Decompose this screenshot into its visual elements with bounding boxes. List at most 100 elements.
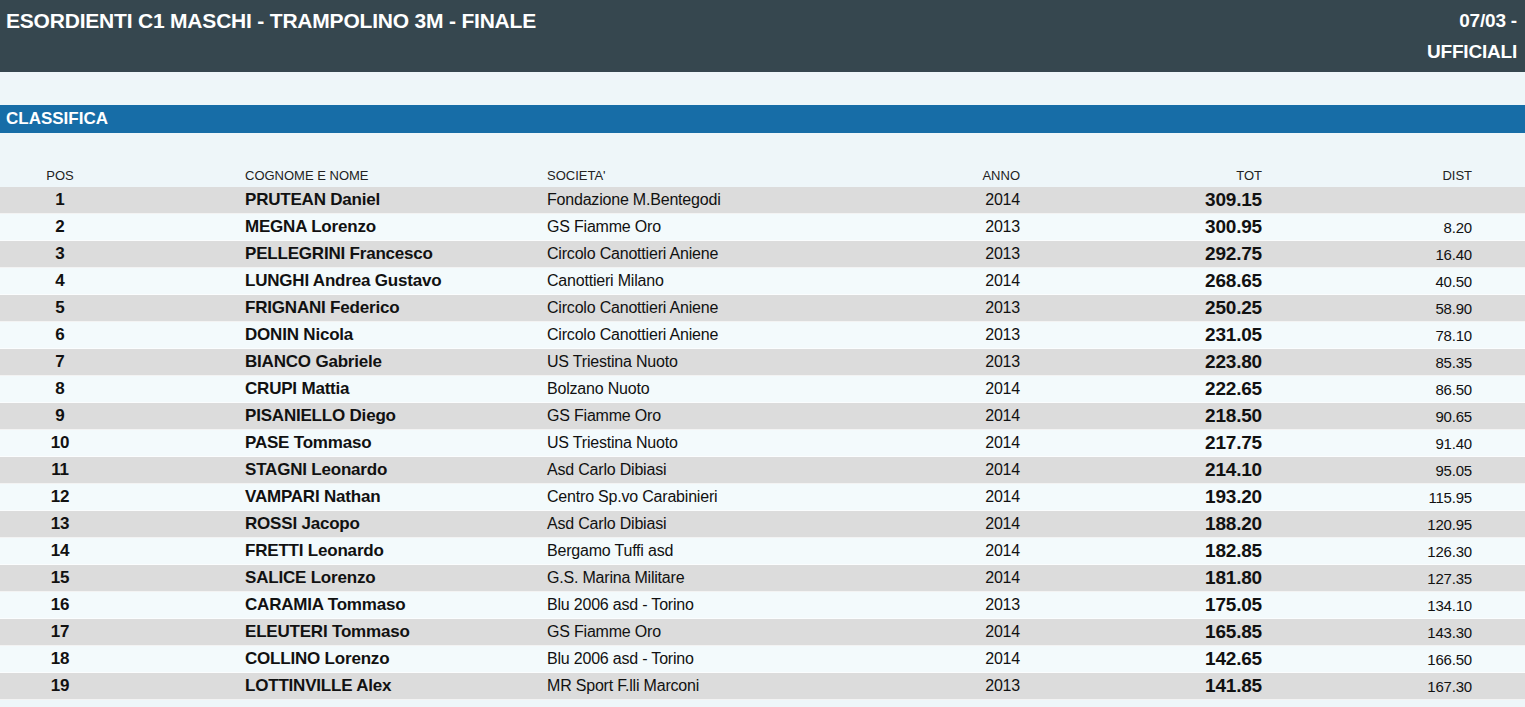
cell-tot: 231.05 [1020, 324, 1262, 346]
cell-pos: 15 [0, 568, 120, 588]
cell-tot: 214.10 [1020, 459, 1262, 481]
cell-year: 2014 [930, 191, 1020, 209]
cell-tot: 142.65 [1020, 648, 1262, 670]
cell-dist: 143.30 [1262, 624, 1472, 641]
cell-year: 2014 [930, 623, 1020, 641]
cell-name: PISANIELLO Diego [120, 406, 547, 426]
results-status: UFFICIALI [1427, 36, 1517, 67]
cell-name: LUNGHI Andrea Gustavo [120, 271, 547, 291]
table-header-row: POS COGNOME E NOME SOCIETA' ANNO TOT DIS… [0, 133, 1525, 187]
col-header-club: SOCIETA' [547, 168, 930, 183]
event-header: ESORDIENTI C1 MASCHI - TRAMPOLINO 3M - F… [0, 0, 1525, 72]
cell-year: 2013 [930, 245, 1020, 263]
cell-tot: 182.85 [1020, 540, 1262, 562]
cell-club: GS Fiamme Oro [547, 218, 930, 236]
cell-pos: 10 [0, 433, 120, 453]
col-header-year: ANNO [930, 168, 1020, 183]
table-row: 15 SALICE Lorenzo G.S. Marina Militare 2… [0, 565, 1525, 592]
cell-dist: 86.50 [1262, 381, 1472, 398]
cell-club: Blu 2006 asd - Torino [547, 650, 930, 668]
section-bar: CLASSIFICA [0, 105, 1525, 133]
cell-name: VAMPARI Nathan [120, 487, 547, 507]
cell-year: 2013 [930, 353, 1020, 371]
header-spacer [0, 72, 1525, 105]
table-row: 7 BIANCO Gabriele US Triestina Nuoto 201… [0, 349, 1525, 376]
cell-name: MEGNA Lorenzo [120, 217, 547, 237]
cell-dist: 120.95 [1262, 516, 1472, 533]
cell-club: Asd Carlo Dibiasi [547, 515, 930, 533]
cell-club: Canottieri Milano [547, 272, 930, 290]
table-row: 3 PELLEGRINI Francesco Circolo Canottier… [0, 241, 1525, 268]
cell-club: GS Fiamme Oro [547, 407, 930, 425]
cell-name: LOTTINVILLE Alex [120, 676, 547, 696]
cell-club: G.S. Marina Militare [547, 569, 930, 587]
cell-club: Circolo Canottieri Aniene [547, 245, 930, 263]
cell-pos: 11 [0, 460, 120, 480]
table-row: 10 PASE Tommaso US Triestina Nuoto 2014 … [0, 430, 1525, 457]
cell-pos: 7 [0, 352, 120, 372]
table-body: 1 PRUTEAN Daniel Fondazione M.Bentegodi … [0, 187, 1525, 700]
cell-pos: 18 [0, 649, 120, 669]
table-row: 9 PISANIELLO Diego GS Fiamme Oro 2014 21… [0, 403, 1525, 430]
cell-name: PELLEGRINI Francesco [120, 244, 547, 264]
table-row: 11 STAGNI Leonardo Asd Carlo Dibiasi 201… [0, 457, 1525, 484]
cell-year: 2014 [930, 461, 1020, 479]
cell-club: Bolzano Nuoto [547, 380, 930, 398]
cell-pos: 5 [0, 298, 120, 318]
cell-dist: 16.40 [1262, 246, 1472, 263]
cell-pos: 16 [0, 595, 120, 615]
cell-tot: 292.75 [1020, 243, 1262, 265]
cell-pos: 17 [0, 622, 120, 642]
cell-pos: 19 [0, 676, 120, 696]
cell-year: 2014 [930, 569, 1020, 587]
table-row: 1 PRUTEAN Daniel Fondazione M.Bentegodi … [0, 187, 1525, 214]
cell-tot: 188.20 [1020, 513, 1262, 535]
cell-club: Blu 2006 asd - Torino [547, 596, 930, 614]
col-header-dist: DIST [1262, 168, 1472, 183]
table-row: 12 VAMPARI Nathan Centro Sp.vo Carabinie… [0, 484, 1525, 511]
cell-tot: 268.65 [1020, 270, 1262, 292]
cell-club: Fondazione M.Bentegodi [547, 191, 930, 209]
cell-name: PRUTEAN Daniel [120, 190, 547, 210]
cell-name: PASE Tommaso [120, 433, 547, 453]
cell-name: ELEUTERI Tommaso [120, 622, 547, 642]
cell-dist: 95.05 [1262, 462, 1472, 479]
table-row: 18 COLLINO Lorenzo Blu 2006 asd - Torino… [0, 646, 1525, 673]
cell-name: DONIN Nicola [120, 325, 547, 345]
cell-name: CARAMIA Tommaso [120, 595, 547, 615]
cell-tot: 181.80 [1020, 567, 1262, 589]
cell-club: Circolo Canottieri Aniene [547, 299, 930, 317]
col-header-name: COGNOME E NOME [120, 168, 547, 183]
cell-year: 2014 [930, 434, 1020, 452]
table-row: 4 LUNGHI Andrea Gustavo Canottieri Milan… [0, 268, 1525, 295]
cell-tot: 309.15 [1020, 189, 1262, 211]
event-meta: 07/03 - UFFICIALI [1427, 0, 1517, 72]
table-row: 13 ROSSI Jacopo Asd Carlo Dibiasi 2014 1… [0, 511, 1525, 538]
cell-pos: 14 [0, 541, 120, 561]
cell-year: 2013 [930, 218, 1020, 236]
cell-dist: 134.10 [1262, 597, 1472, 614]
cell-tot: 165.85 [1020, 621, 1262, 643]
cell-pos: 2 [0, 217, 120, 237]
table-row: 2 MEGNA Lorenzo GS Fiamme Oro 2013 300.9… [0, 214, 1525, 241]
cell-year: 2014 [930, 407, 1020, 425]
cell-pos: 13 [0, 514, 120, 534]
cell-pos: 4 [0, 271, 120, 291]
cell-year: 2014 [930, 488, 1020, 506]
cell-dist: 167.30 [1262, 678, 1472, 695]
cell-dist: 166.50 [1262, 651, 1472, 668]
col-header-pos: POS [0, 168, 120, 183]
cell-dist: 58.90 [1262, 300, 1472, 317]
cell-club: US Triestina Nuoto [547, 353, 930, 371]
cell-club: Centro Sp.vo Carabinieri [547, 488, 930, 506]
cell-pos: 9 [0, 406, 120, 426]
table-row: 17 ELEUTERI Tommaso GS Fiamme Oro 2014 1… [0, 619, 1525, 646]
col-header-tot: TOT [1020, 168, 1262, 183]
cell-year: 2013 [930, 299, 1020, 317]
table-row: 5 FRIGNANI Federico Circolo Canottieri A… [0, 295, 1525, 322]
cell-pos: 8 [0, 379, 120, 399]
table-row: 8 CRUPI Mattia Bolzano Nuoto 2014 222.65… [0, 376, 1525, 403]
cell-name: FRIGNANI Federico [120, 298, 547, 318]
cell-pos: 6 [0, 325, 120, 345]
cell-tot: 193.20 [1020, 486, 1262, 508]
